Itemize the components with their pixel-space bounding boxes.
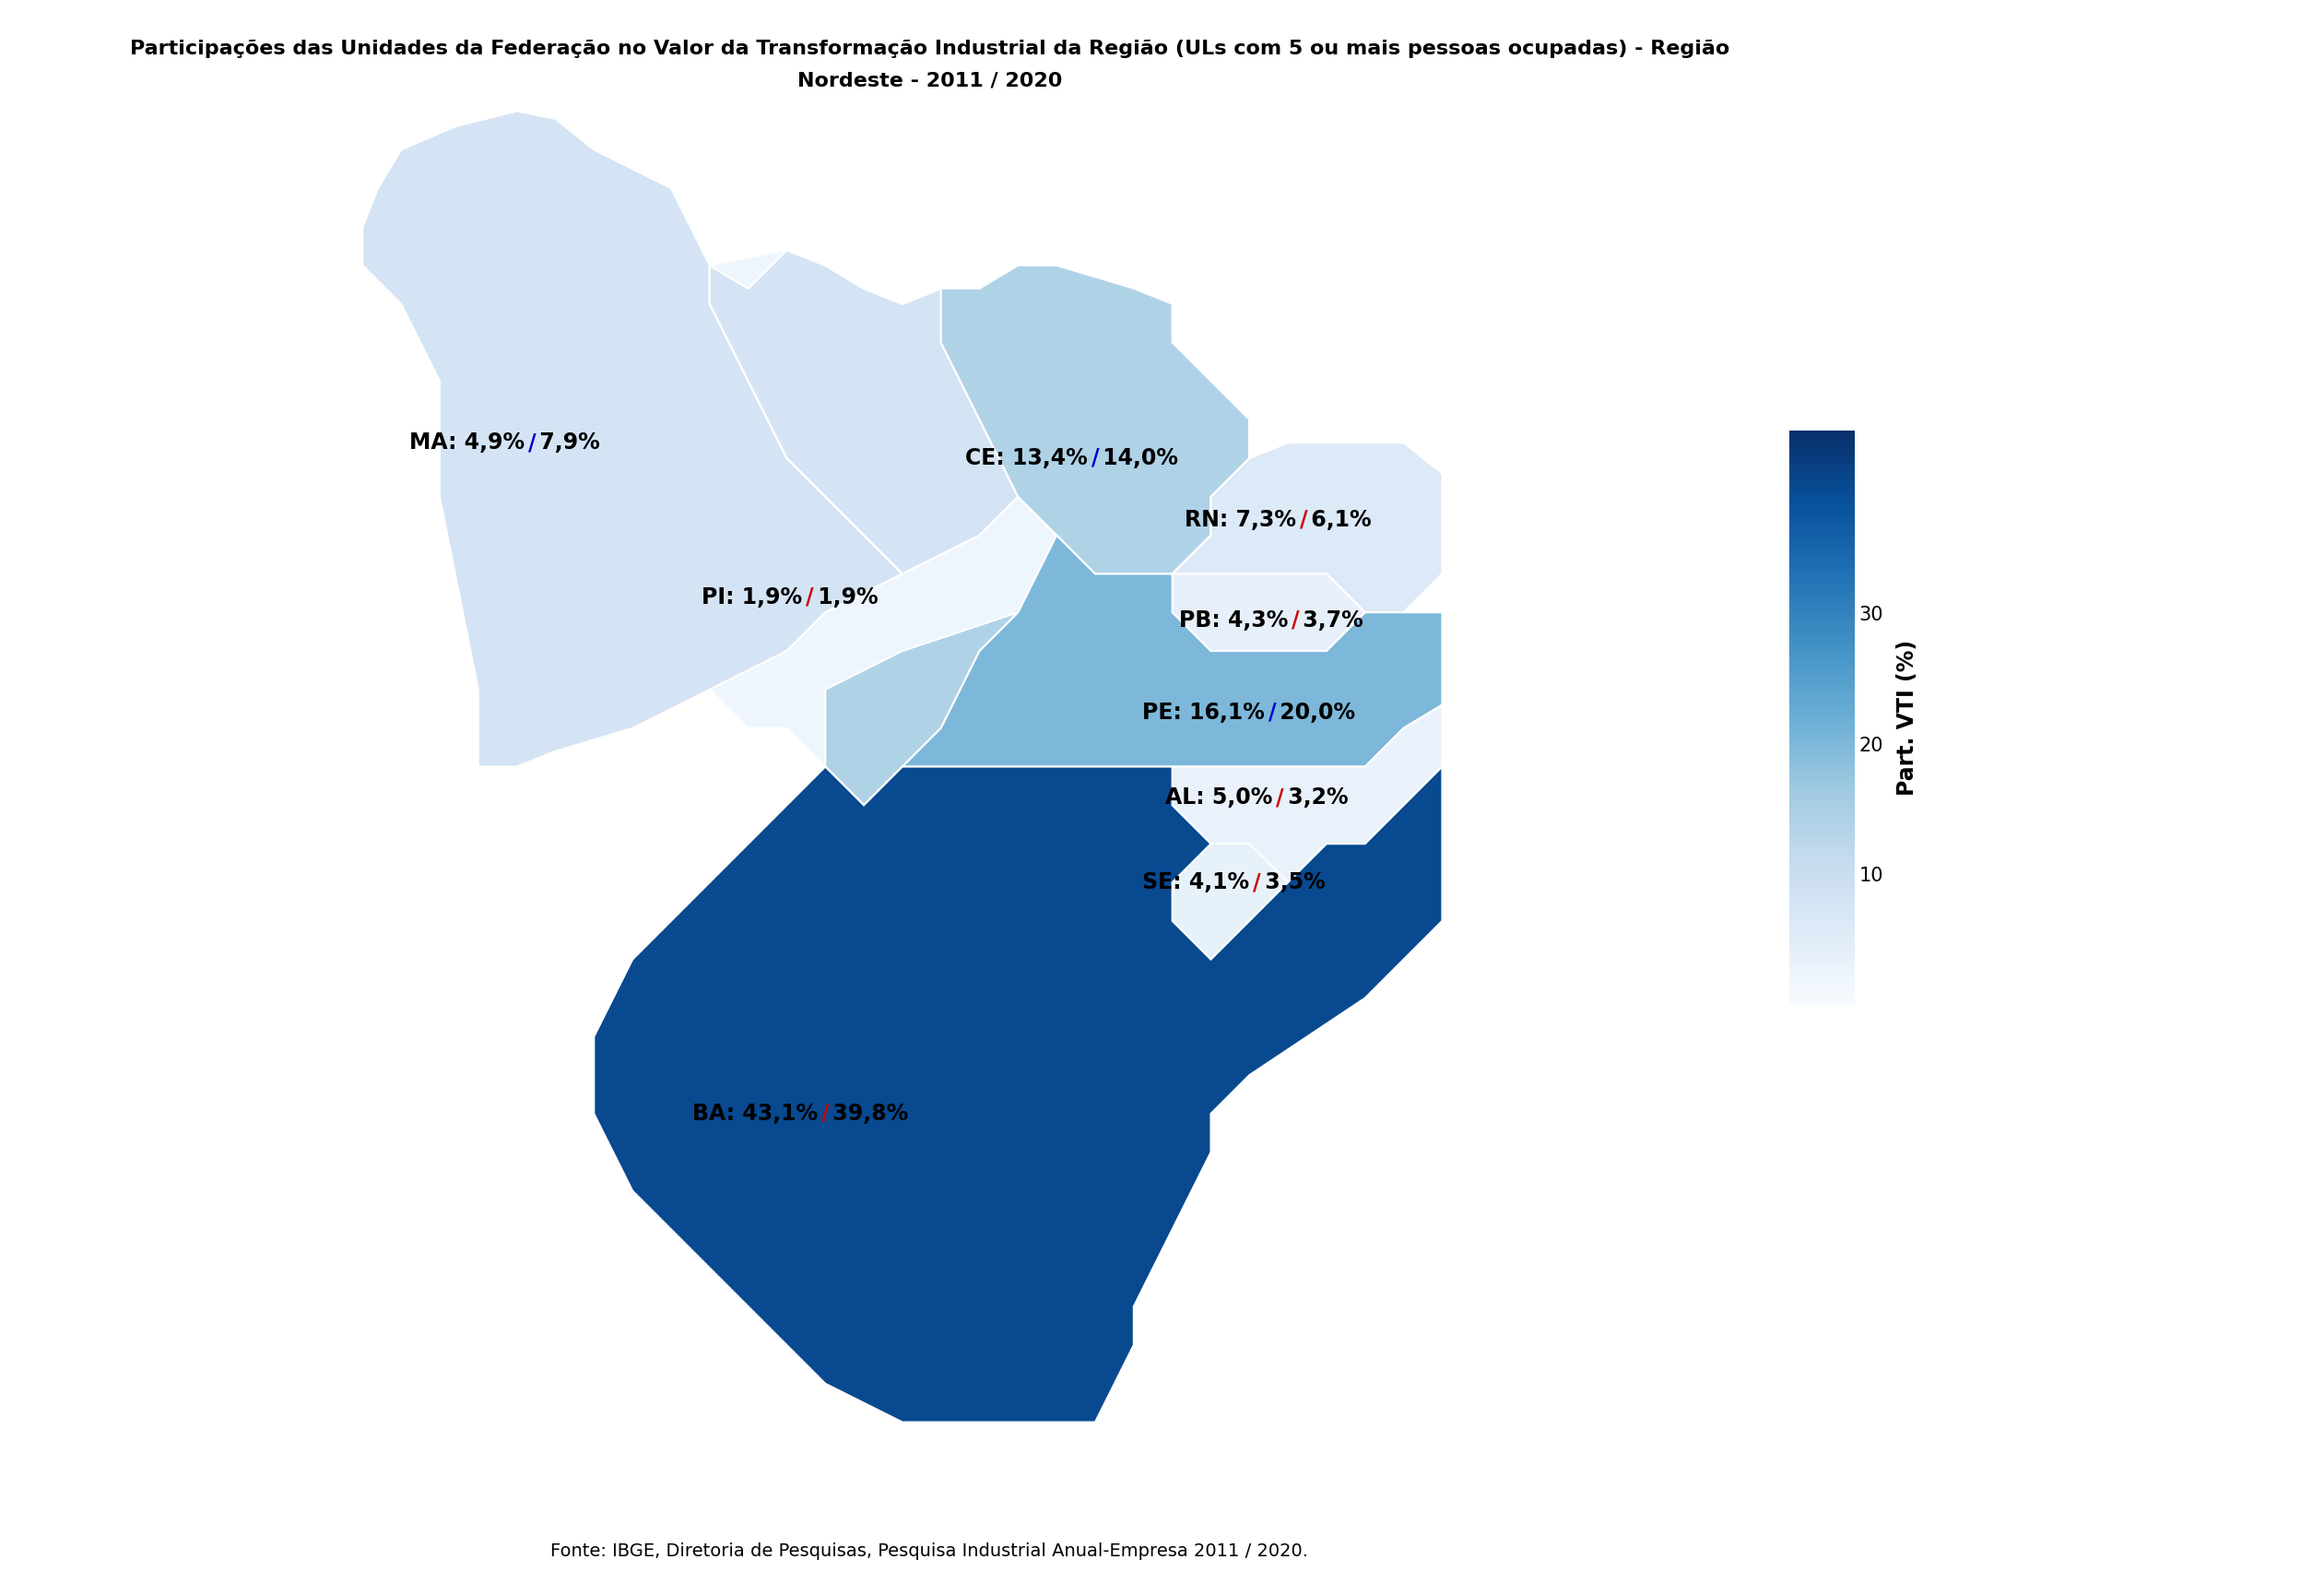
Polygon shape (709, 250, 1057, 805)
Polygon shape (1171, 844, 1327, 960)
Text: /: / (1253, 871, 1262, 893)
Text: 1,9%: 1,9% (809, 585, 878, 608)
Text: PE: 16,1%: PE: 16,1% (1143, 702, 1274, 724)
Text: Participações das Unidades da Federação no Valor da Transformação Industrial da : Participações das Unidades da Federação … (130, 40, 1729, 59)
Text: /: / (1092, 447, 1099, 469)
Polygon shape (825, 265, 1250, 805)
Text: 14,0%: 14,0% (1095, 447, 1178, 469)
Text: /: / (1276, 786, 1285, 809)
Text: BA: 43,1%: BA: 43,1% (693, 1102, 825, 1124)
Text: RN: 7,3%: RN: 7,3% (1185, 509, 1304, 531)
Text: AL: 5,0%: AL: 5,0% (1164, 786, 1281, 809)
Text: 6,1%: 6,1% (1304, 509, 1371, 531)
Text: 39,8%: 39,8% (825, 1102, 909, 1124)
Text: PI: 1,9%: PI: 1,9% (702, 585, 809, 608)
Text: /: / (1292, 609, 1299, 632)
Text: CE: 13,4%: CE: 13,4% (964, 447, 1095, 469)
Polygon shape (595, 767, 1443, 1423)
Text: /: / (1269, 702, 1276, 724)
Text: 20,0%: 20,0% (1274, 702, 1355, 724)
Text: PB: 4,3%: PB: 4,3% (1178, 609, 1297, 632)
Y-axis label: Part. VTI (%): Part. VTI (%) (1896, 640, 1917, 796)
Text: Fonte: IBGE, Diretoria de Pesquisas, Pesquisa Industrial Anual-Empresa 2011 / 20: Fonte: IBGE, Diretoria de Pesquisas, Pes… (551, 1542, 1308, 1560)
Polygon shape (1171, 574, 1443, 651)
Polygon shape (1171, 705, 1443, 882)
Polygon shape (363, 112, 1018, 767)
Text: SE: 4,1%: SE: 4,1% (1143, 871, 1257, 893)
Polygon shape (825, 536, 1443, 805)
Polygon shape (1171, 419, 1443, 612)
Text: MA: 4,9%: MA: 4,9% (409, 432, 532, 455)
Text: 7,9%: 7,9% (532, 432, 600, 455)
Text: /: / (806, 585, 813, 608)
Text: /: / (1299, 509, 1308, 531)
Text: /: / (820, 1102, 830, 1124)
Text: /: / (528, 432, 537, 455)
Text: Nordeste - 2011 / 2020: Nordeste - 2011 / 2020 (797, 72, 1062, 91)
Text: 3,2%: 3,2% (1281, 786, 1348, 809)
Text: 3,7%: 3,7% (1297, 609, 1364, 632)
Text: 3,5%: 3,5% (1257, 871, 1325, 893)
